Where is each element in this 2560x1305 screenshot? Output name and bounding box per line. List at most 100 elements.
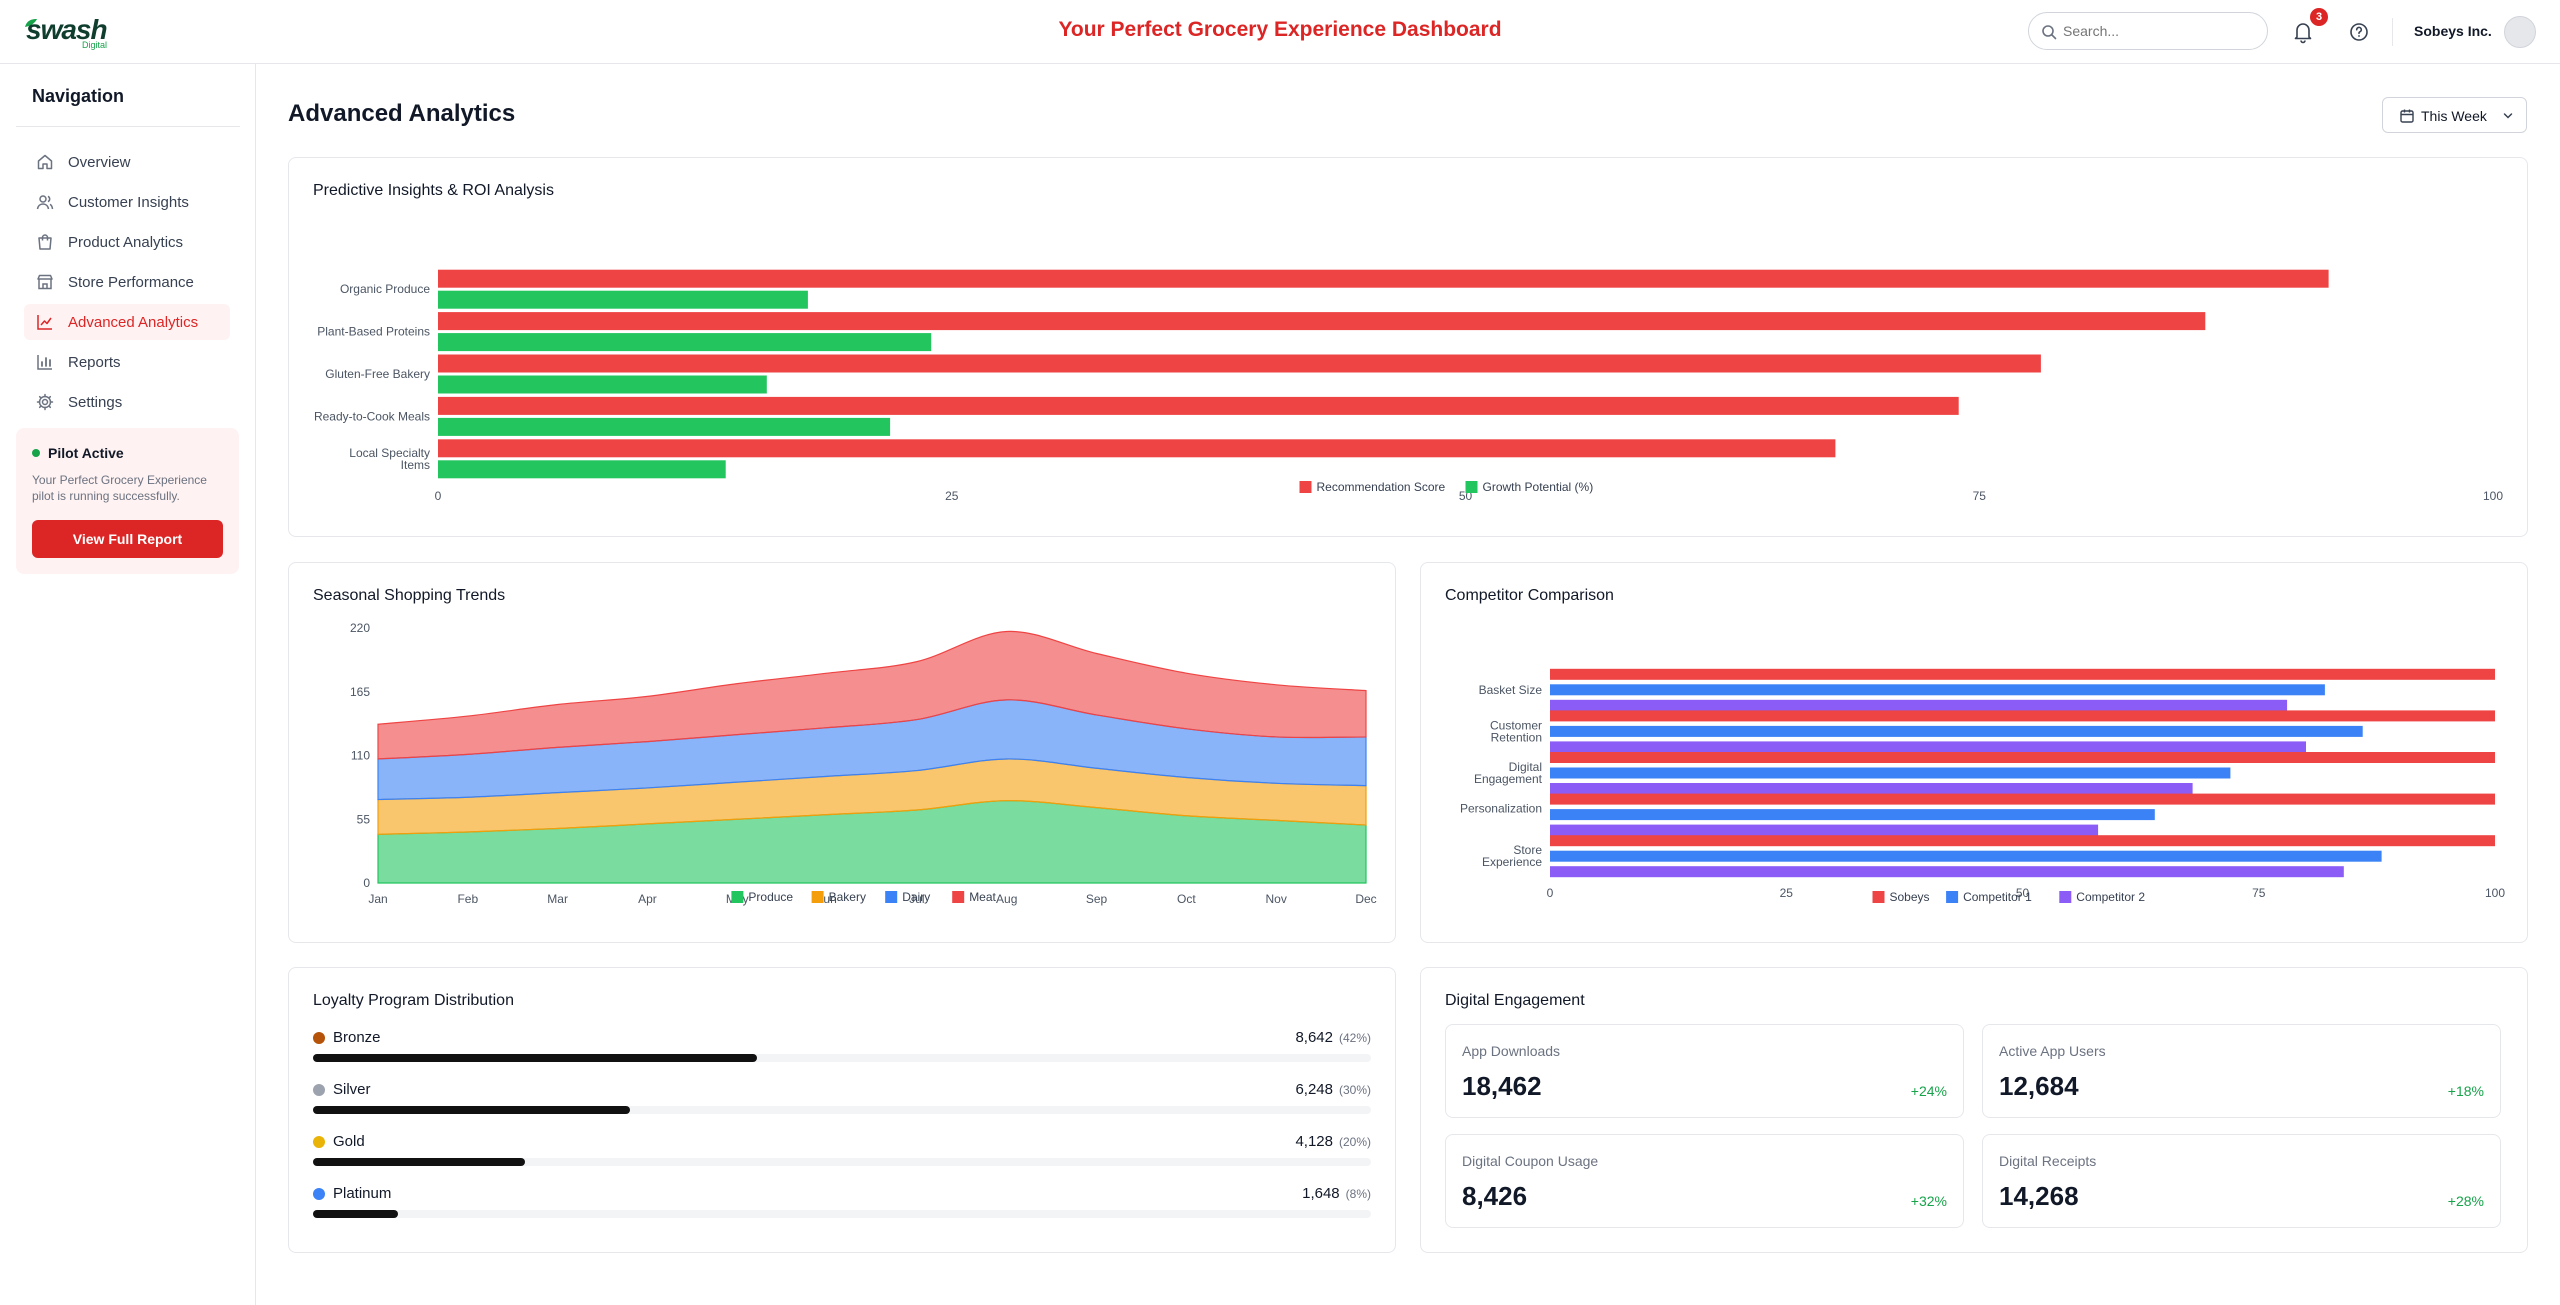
date-range-label: This Week: [2421, 108, 2487, 124]
bar[interactable]: [1550, 710, 2495, 722]
tier-dot: [313, 1188, 325, 1200]
loyalty-distribution-card: Loyalty Program Distribution Bronze 8,642…: [288, 967, 1396, 1253]
sidebar-item-reports[interactable]: Reports: [24, 344, 230, 380]
sidebar-item-label: Settings: [68, 394, 123, 411]
category-label: Retention: [1491, 730, 1542, 744]
bar[interactable]: [438, 269, 2329, 288]
category-label: Gluten-Free Bakery: [325, 367, 430, 381]
category-label: Digital: [1509, 760, 1542, 774]
category-label: Items: [401, 458, 430, 472]
pilot-description: Your Perfect Grocery Experience pilot is…: [32, 473, 207, 503]
legend-swatch: [1946, 891, 1959, 903]
logo-text: swash: [26, 14, 108, 45]
category-label: Store: [1513, 843, 1542, 857]
bar[interactable]: [1550, 866, 2344, 878]
bar[interactable]: [1550, 850, 2382, 862]
tier-dot: [313, 1136, 325, 1148]
search-input[interactable]: [2063, 21, 2253, 41]
legend-swatch: [731, 891, 744, 903]
sidebar-item-product-analytics[interactable]: Product Analytics: [24, 224, 230, 260]
bar[interactable]: [438, 439, 1836, 458]
metric-card: Digital Coupon Usage 8,426 +32%: [1445, 1134, 1964, 1228]
bar[interactable]: [438, 354, 2041, 373]
category-label: Organic Produce: [340, 282, 430, 296]
tick-label: 75: [2252, 886, 2266, 900]
bar[interactable]: [438, 417, 891, 436]
area-series[interactable]: [377, 630, 1367, 760]
sidebar-item-settings[interactable]: Settings: [24, 384, 230, 420]
legend-label: Growth Potential (%): [1483, 480, 1594, 494]
bar[interactable]: [438, 312, 2206, 331]
bar[interactable]: [1550, 752, 2495, 763]
bar[interactable]: [1550, 783, 2193, 794]
legend-swatch: [1465, 481, 1478, 493]
metric-label: App Downloads: [1462, 1043, 1561, 1059]
bar[interactable]: [1550, 684, 2325, 696]
bar[interactable]: [438, 290, 808, 309]
view-full-report-button[interactable]: View Full Report: [32, 520, 223, 558]
progress-fill: [313, 1158, 525, 1166]
home-icon: [37, 154, 53, 170]
tier-value: 1,648 (8%): [1302, 1185, 1371, 1202]
bar[interactable]: [438, 375, 767, 394]
bar[interactable]: [1550, 741, 2306, 753]
tick-label: 25: [1780, 886, 1794, 900]
bell-icon[interactable]: [2292, 20, 2314, 44]
bar[interactable]: [1550, 767, 2231, 779]
tier-value: 6,248 (30%): [1295, 1081, 1371, 1098]
gear-icon: [36, 393, 54, 411]
company-name[interactable]: Sobeys Inc.: [2414, 23, 2492, 39]
tick-label: 220: [350, 621, 370, 635]
sidebar-item-label: Advanced Analytics: [68, 314, 199, 331]
tier-name: Bronze: [333, 1029, 381, 1046]
sidebar-item-label: Reports: [68, 354, 121, 371]
tick-label: 0: [1547, 886, 1554, 900]
bar[interactable]: [1550, 725, 2363, 737]
category-label: Customer: [1490, 718, 1542, 732]
legend-swatch: [952, 891, 965, 903]
tick-label: 0: [363, 876, 370, 890]
metric-change: +18%: [2447, 1083, 2484, 1099]
sidebar: Navigation Overview Customer Insights Pr…: [0, 64, 256, 1305]
tier-value: 4,128 (20%): [1295, 1133, 1371, 1150]
page-title: Advanced Analytics: [288, 100, 516, 127]
tick-label: 75: [1973, 489, 1987, 503]
tier-dot: [313, 1084, 325, 1096]
bar[interactable]: [1550, 835, 2495, 847]
help-icon[interactable]: [2348, 21, 2370, 43]
chart-legend: Produce Bakery Dairy Meat: [731, 890, 997, 904]
bar[interactable]: [1550, 699, 2288, 711]
search-box[interactable]: [2028, 12, 2268, 50]
bar[interactable]: [438, 333, 932, 352]
avatar[interactable]: [2504, 16, 2536, 48]
bar[interactable]: [1550, 824, 2099, 836]
bar[interactable]: [438, 396, 1959, 415]
progress-track: [313, 1158, 1371, 1166]
category-label: Experience: [1482, 855, 1542, 869]
logo-subtext: Digital: [82, 40, 108, 50]
bar[interactable]: [438, 460, 726, 479]
logo[interactable]: swash Digital: [24, 14, 114, 50]
predictive-insights-chart: Organic Produce Plant-Based Proteins Glute…: [314, 269, 2503, 503]
legend-label: Dairy: [902, 890, 930, 904]
tick-label: Dec: [1355, 892, 1376, 906]
legend-label: Recommendation Score: [1317, 480, 1446, 494]
loyalty-tier-platinum: Platinum 1,648 (8%): [313, 1184, 1371, 1224]
card-title: Predictive Insights & ROI Analysis: [313, 182, 554, 199]
sidebar-item-advanced-analytics[interactable]: Advanced Analytics: [24, 304, 230, 340]
bar[interactable]: [1550, 793, 2495, 805]
metric-change: +32%: [1910, 1193, 1947, 1209]
date-range-dropdown[interactable]: This Week: [2382, 97, 2527, 133]
bar[interactable]: [1550, 668, 2495, 680]
header-divider: [2392, 18, 2393, 46]
sidebar-item-store-performance[interactable]: Store Performance: [24, 264, 230, 300]
tick-label: 100: [2485, 886, 2505, 900]
tier-dot: [313, 1032, 325, 1044]
sidebar-item-customer-insights[interactable]: Customer Insights: [24, 184, 230, 220]
sidebar-item-overview[interactable]: Overview: [24, 144, 230, 180]
card-title: Seasonal Shopping Trends: [313, 587, 506, 604]
category-label: Personalization: [1460, 802, 1542, 816]
store-icon: [37, 274, 53, 290]
bar[interactable]: [1550, 809, 2155, 821]
tick-label: 100: [2483, 489, 2503, 503]
